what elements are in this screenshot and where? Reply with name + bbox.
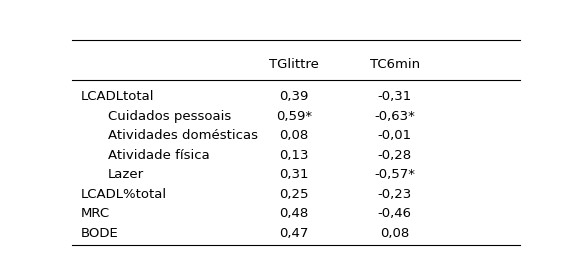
Text: LCADLtotal: LCADLtotal [81, 90, 155, 103]
Text: TGlittre: TGlittre [269, 58, 319, 71]
Text: 0,47: 0,47 [279, 227, 309, 240]
Text: MRC: MRC [81, 207, 110, 220]
Text: 0,08: 0,08 [380, 227, 409, 240]
Text: -0,23: -0,23 [377, 188, 412, 201]
Text: 0,25: 0,25 [279, 188, 309, 201]
Text: -0,28: -0,28 [377, 149, 412, 162]
Text: Lazer: Lazer [108, 168, 144, 181]
Text: BODE: BODE [81, 227, 119, 240]
Text: LCADL%total: LCADL%total [81, 188, 168, 201]
Text: -0,63*: -0,63* [375, 110, 415, 123]
Text: 0,31: 0,31 [279, 168, 309, 181]
Text: 0,08: 0,08 [279, 129, 309, 142]
Text: -0,57*: -0,57* [375, 168, 415, 181]
Text: -0,46: -0,46 [378, 207, 412, 220]
Text: -0,31: -0,31 [377, 90, 412, 103]
Text: Cuidados pessoais: Cuidados pessoais [108, 110, 231, 123]
Text: 0,59*: 0,59* [276, 110, 312, 123]
Text: -0,01: -0,01 [377, 129, 412, 142]
Text: 0,39: 0,39 [279, 90, 309, 103]
Text: 0,13: 0,13 [279, 149, 309, 162]
Text: Atividades domésticas: Atividades domésticas [108, 129, 258, 142]
Text: Atividade física: Atividade física [108, 149, 210, 162]
Text: TC6min: TC6min [370, 58, 420, 71]
Text: 0,48: 0,48 [279, 207, 309, 220]
